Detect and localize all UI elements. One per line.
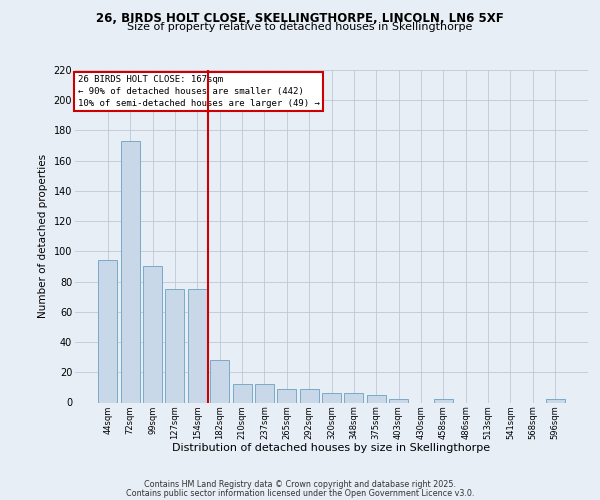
Bar: [277, 389, 296, 402]
Bar: [389, 400, 408, 402]
Text: Contains HM Land Registry data © Crown copyright and database right 2025.: Contains HM Land Registry data © Crown c…: [144, 480, 456, 489]
Text: Size of property relative to detached houses in Skellingthorpe: Size of property relative to detached ho…: [127, 22, 473, 32]
Bar: [98, 260, 118, 402]
Bar: [121, 141, 140, 403]
Bar: [233, 384, 251, 402]
Bar: [255, 384, 274, 402]
Bar: [299, 389, 319, 402]
Bar: [322, 394, 341, 402]
Bar: [143, 266, 162, 402]
Y-axis label: Number of detached properties: Number of detached properties: [38, 154, 48, 318]
Bar: [188, 289, 207, 403]
Bar: [545, 400, 565, 402]
Bar: [344, 394, 364, 402]
Bar: [434, 400, 453, 402]
Text: 26, BIRDS HOLT CLOSE, SKELLINGTHORPE, LINCOLN, LN6 5XF: 26, BIRDS HOLT CLOSE, SKELLINGTHORPE, LI…: [96, 12, 504, 26]
Bar: [367, 395, 386, 402]
Bar: [210, 360, 229, 403]
Bar: [166, 289, 184, 403]
X-axis label: Distribution of detached houses by size in Skellingthorpe: Distribution of detached houses by size …: [172, 444, 491, 454]
Text: Contains public sector information licensed under the Open Government Licence v3: Contains public sector information licen…: [126, 488, 474, 498]
Text: 26 BIRDS HOLT CLOSE: 167sqm
← 90% of detached houses are smaller (442)
10% of se: 26 BIRDS HOLT CLOSE: 167sqm ← 90% of det…: [77, 75, 319, 108]
